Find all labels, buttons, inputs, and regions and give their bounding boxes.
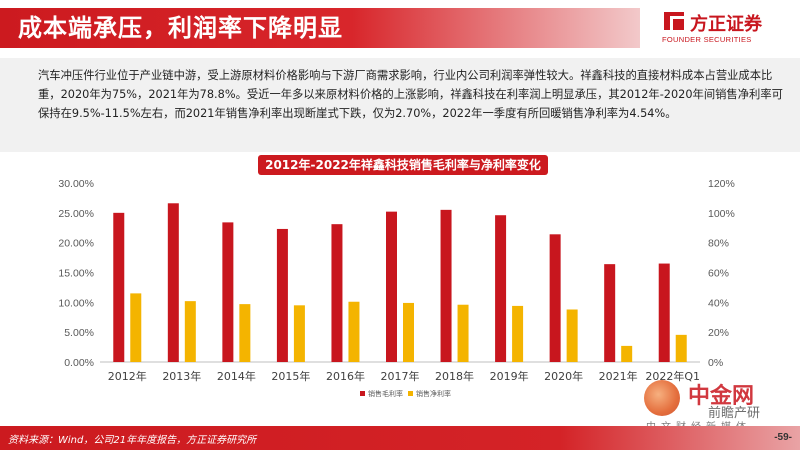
bar-gross-margin — [604, 264, 616, 362]
x-tick-label: 2017年 — [381, 369, 420, 383]
y-right-tick-label: 120% — [708, 178, 735, 190]
bar-net-margin — [457, 304, 469, 362]
x-tick-label: 2016年 — [326, 369, 365, 383]
footer-bar — [0, 426, 800, 450]
y-left-tick-label: 15.00% — [58, 268, 94, 280]
x-tick-label: 2021年 — [599, 369, 638, 383]
bar-net-margin — [184, 301, 196, 362]
bar-net-margin — [566, 309, 578, 362]
y-right-tick-label: 20% — [708, 327, 729, 339]
y-right-tick-label: 60% — [708, 268, 729, 280]
legend-label: 销售毛利率 — [368, 389, 403, 398]
page-number: -59- — [774, 432, 792, 443]
header: 成本端承压，利润率下降明显 方正证券 FOUNDER SECURITIES — [0, 0, 800, 55]
bar-gross-margin — [440, 209, 452, 362]
y-left-tick-label: 10.00% — [58, 297, 94, 309]
legend-label: 销售净利率 — [416, 389, 451, 398]
legend-swatch — [360, 391, 365, 396]
x-tick-label: 2018年 — [435, 369, 474, 383]
y-right-tick-label: 0% — [708, 357, 723, 369]
watermark-title: 中金网 — [688, 384, 755, 409]
title-background — [0, 8, 640, 48]
logo-name: 方正证券 — [690, 14, 762, 35]
chart-title: 2012年-2022年祥鑫科技销售毛利率与净利率变化 — [258, 155, 548, 175]
bar-net-margin — [512, 305, 524, 362]
y-left-tick-label: 30.00% — [58, 178, 94, 190]
legend-swatch — [408, 391, 413, 396]
watermark-site: 前瞻产研 — [708, 406, 761, 421]
bar-gross-margin — [386, 211, 397, 362]
y-left-tick-label: 25.00% — [58, 208, 94, 220]
founder-logo: 方正证券 FOUNDER SECURITIES — [660, 8, 795, 48]
watermark-logo-icon — [644, 380, 680, 416]
x-tick-label: 2019年 — [490, 369, 529, 383]
bar-net-margin — [348, 301, 360, 362]
x-tick-label: 2013年 — [162, 369, 201, 383]
bar-net-margin — [239, 304, 251, 362]
bar-net-margin — [130, 293, 142, 362]
bar-gross-margin — [113, 212, 125, 362]
y-left-tick-label: 20.00% — [58, 238, 94, 250]
y-right-tick-label: 80% — [708, 238, 729, 250]
bar-gross-margin — [549, 234, 561, 362]
bar-gross-margin — [276, 228, 288, 362]
page-title: 成本端承压，利润率下降明显 — [18, 14, 343, 42]
x-tick-label: 2020年 — [544, 369, 583, 383]
y-left-tick-label: 5.00% — [64, 327, 94, 339]
bar-gross-margin — [495, 215, 507, 362]
y-right-tick-label: 100% — [708, 208, 735, 220]
bar-net-margin — [293, 305, 305, 362]
y-right-tick-label: 40% — [708, 297, 729, 309]
bar-gross-margin — [222, 222, 234, 362]
logo-english: FOUNDER SECURITIES — [662, 35, 752, 44]
x-tick-label: 2015年 — [271, 369, 310, 383]
bar-gross-margin — [331, 224, 343, 362]
bar-gross-margin — [167, 203, 179, 362]
founder-logo-icon — [664, 12, 684, 30]
bar-net-margin — [675, 334, 687, 362]
bar-gross-margin — [658, 263, 670, 362]
bar-net-margin — [403, 302, 414, 362]
intro-panel: 汽车冲压件行业位于产业链中游，受上游原材料价格影响与下游厂商需求影响，行业内公司… — [0, 58, 800, 152]
y-left-tick-label: 0.00% — [64, 357, 94, 369]
x-tick-label: 2022年Q1 — [645, 369, 700, 383]
watermark: 中金网 前瞻产研 中文财经新媒体 — [640, 378, 800, 433]
x-tick-label: 2014年 — [217, 369, 256, 383]
intro-text: 汽车冲压件行业位于产业链中游，受上游原材料价格影响与下游厂商需求影响，行业内公司… — [38, 69, 783, 120]
bar-chart: 0.00% 5.00% 10.00% 15.00% 20.00% 25.00% 30.00%… — [58, 178, 735, 398]
footer-source: 资料来源：Wind，公司21年年度报告，方正证券研究所 — [8, 435, 257, 446]
x-tick-label: 2012年 — [108, 369, 147, 383]
bar-net-margin — [621, 345, 633, 362]
